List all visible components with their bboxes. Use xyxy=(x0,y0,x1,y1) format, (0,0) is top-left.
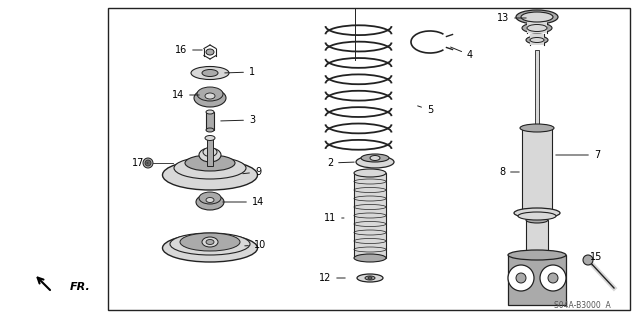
Ellipse shape xyxy=(180,233,240,251)
Ellipse shape xyxy=(527,25,547,32)
Text: FR.: FR. xyxy=(70,282,91,292)
Ellipse shape xyxy=(194,89,226,107)
Text: 11: 11 xyxy=(324,213,344,223)
Ellipse shape xyxy=(206,197,214,203)
Ellipse shape xyxy=(196,194,224,210)
Ellipse shape xyxy=(526,36,548,44)
Ellipse shape xyxy=(357,274,383,282)
Text: 3: 3 xyxy=(221,115,255,125)
Ellipse shape xyxy=(368,277,372,279)
Ellipse shape xyxy=(361,154,389,162)
Ellipse shape xyxy=(163,160,257,190)
Ellipse shape xyxy=(191,66,229,79)
Ellipse shape xyxy=(522,211,552,219)
Ellipse shape xyxy=(526,252,548,258)
Ellipse shape xyxy=(356,156,394,168)
Ellipse shape xyxy=(522,23,552,33)
Ellipse shape xyxy=(354,254,386,262)
Ellipse shape xyxy=(199,148,221,162)
Circle shape xyxy=(516,273,526,283)
Ellipse shape xyxy=(521,12,553,22)
Ellipse shape xyxy=(370,155,380,160)
Bar xyxy=(207,138,213,166)
Text: S04A-B3000  A: S04A-B3000 A xyxy=(554,300,611,309)
Ellipse shape xyxy=(526,217,548,223)
Ellipse shape xyxy=(516,10,558,24)
Ellipse shape xyxy=(205,93,215,99)
Ellipse shape xyxy=(508,250,566,260)
Text: 9: 9 xyxy=(243,167,261,177)
Bar xyxy=(527,22,547,33)
Text: 17: 17 xyxy=(132,158,148,168)
Ellipse shape xyxy=(185,155,235,171)
Text: 10: 10 xyxy=(244,240,266,250)
Bar xyxy=(526,220,548,255)
Ellipse shape xyxy=(206,240,214,244)
Text: 12: 12 xyxy=(319,273,345,283)
Ellipse shape xyxy=(199,192,221,204)
Circle shape xyxy=(548,273,558,283)
Bar xyxy=(108,8,630,310)
Ellipse shape xyxy=(206,128,214,132)
Ellipse shape xyxy=(206,110,214,114)
Text: 15: 15 xyxy=(590,252,602,265)
Bar xyxy=(508,255,566,305)
Text: 13: 13 xyxy=(497,13,526,23)
Ellipse shape xyxy=(530,38,544,42)
Circle shape xyxy=(583,255,593,265)
Ellipse shape xyxy=(354,169,386,177)
Bar xyxy=(354,173,386,258)
Ellipse shape xyxy=(206,49,214,55)
Ellipse shape xyxy=(163,234,257,262)
Circle shape xyxy=(508,265,534,291)
Ellipse shape xyxy=(174,157,246,179)
Text: 7: 7 xyxy=(556,150,600,160)
Ellipse shape xyxy=(202,70,218,77)
Ellipse shape xyxy=(205,136,215,140)
Text: 14: 14 xyxy=(172,90,199,100)
Text: 5: 5 xyxy=(418,105,433,115)
Text: 14: 14 xyxy=(223,197,264,207)
Text: 16: 16 xyxy=(175,45,202,55)
Ellipse shape xyxy=(202,237,218,247)
Text: 2: 2 xyxy=(327,158,354,168)
Text: 1: 1 xyxy=(225,67,255,77)
Ellipse shape xyxy=(203,147,217,157)
Bar xyxy=(535,50,539,130)
Circle shape xyxy=(145,160,151,166)
Text: 8: 8 xyxy=(499,167,519,177)
Ellipse shape xyxy=(520,124,554,132)
Bar xyxy=(530,34,544,45)
Circle shape xyxy=(540,265,566,291)
Ellipse shape xyxy=(514,208,560,218)
Circle shape xyxy=(143,158,153,168)
Bar xyxy=(522,128,552,215)
Ellipse shape xyxy=(197,87,223,101)
Ellipse shape xyxy=(170,233,250,255)
Bar xyxy=(206,112,214,130)
Ellipse shape xyxy=(365,276,375,280)
Text: 4: 4 xyxy=(451,47,473,60)
Ellipse shape xyxy=(518,212,556,220)
